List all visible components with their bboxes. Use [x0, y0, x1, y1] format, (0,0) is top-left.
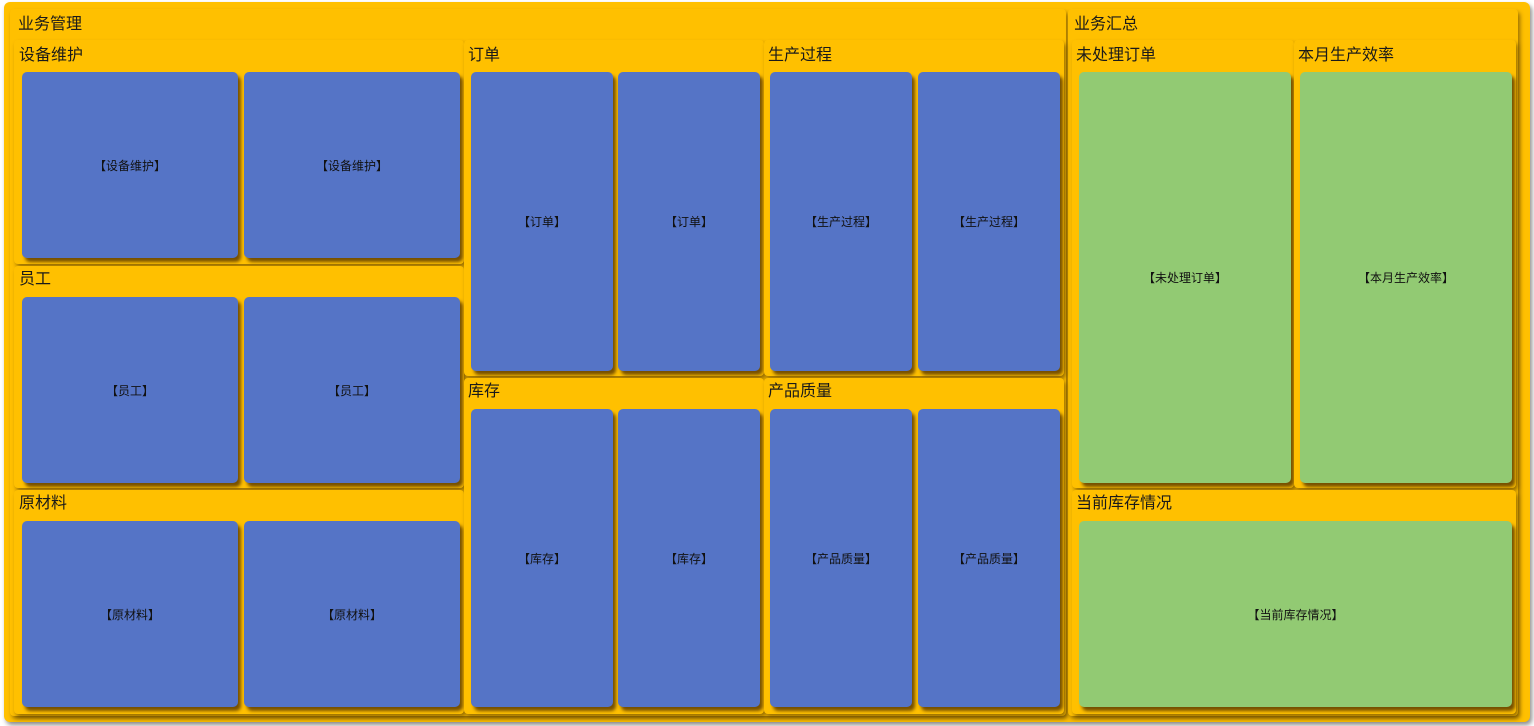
inventory-tile-2[interactable]: 【库存】 [618, 409, 760, 707]
monthly-efficiency-title: 本月生产效率 [1298, 45, 1395, 64]
product-quality-tile-1[interactable]: 【产品质量】 [770, 409, 912, 707]
product-quality-tile-2[interactable]: 【产品质量】 [918, 409, 1060, 707]
staff-tile-1[interactable]: 【员工】 [22, 297, 238, 483]
raw-materials-tile-1[interactable]: 【原材料】 [22, 521, 238, 707]
pending-orders-title: 未处理订单 [1076, 45, 1157, 64]
equipment-maintenance-tile-2[interactable]: 【设备维护】 [244, 72, 460, 258]
staff-tile-2[interactable]: 【员工】 [244, 297, 460, 483]
business-summary-title: 业务汇总 [1074, 14, 1139, 33]
raw-materials-title: 原材料 [19, 493, 68, 512]
production-process-tile-1[interactable]: 【生产过程】 [770, 72, 912, 371]
product-quality-title: 产品质量 [768, 381, 833, 400]
raw-materials-tile-2[interactable]: 【原材料】 [244, 521, 460, 707]
inventory-title: 库存 [468, 381, 501, 400]
orders-title: 订单 [468, 45, 501, 64]
current-stock-tile[interactable]: 【当前库存情况】 [1079, 521, 1512, 707]
orders-tile-2[interactable]: 【订单】 [618, 72, 760, 371]
orders-tile-1[interactable]: 【订单】 [471, 72, 613, 371]
equipment-maintenance-title: 设备维护 [19, 45, 84, 64]
monthly-efficiency-tile[interactable]: 【本月生产效率】 [1300, 72, 1512, 483]
staff-title: 员工 [19, 269, 52, 288]
inventory-tile-1[interactable]: 【库存】 [471, 409, 613, 707]
business-management-title: 业务管理 [18, 14, 83, 33]
pending-orders-tile[interactable]: 【未处理订单】 [1079, 72, 1291, 483]
current-stock-title: 当前库存情况 [1076, 493, 1173, 512]
equipment-maintenance-tile-1[interactable]: 【设备维护】 [22, 72, 238, 258]
production-process-tile-2[interactable]: 【生产过程】 [918, 72, 1060, 371]
production-process-title: 生产过程 [768, 45, 833, 64]
